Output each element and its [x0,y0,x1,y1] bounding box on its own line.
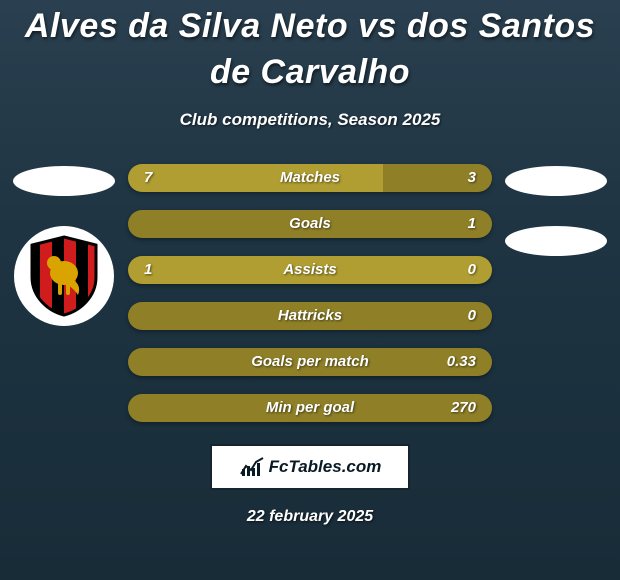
brand-text: FcTables.com [269,457,382,477]
left-side-column [8,164,120,326]
bar-value-right: 3 [468,164,476,192]
brand-box: FcTables.com [210,444,410,490]
bar-label: Assists [128,256,492,284]
stat-bars: Matches73Goals1Assists10Hattricks0Goals … [120,164,500,422]
shield-icon [28,235,100,317]
bar-value-right: 0 [468,302,476,330]
stat-bar: Min per goal270 [128,394,492,422]
bar-label: Hattricks [128,302,492,330]
club-badge-left [14,226,114,326]
bar-value-right: 0.33 [447,348,476,376]
stat-bar: Goals1 [128,210,492,238]
chart-icon [239,456,265,478]
bar-label: Goals per match [128,348,492,376]
main-row: Matches73Goals1Assists10Hattricks0Goals … [0,164,620,422]
subtitle: Club competitions, Season 2025 [0,110,620,130]
player-left-photo-placeholder [13,166,115,196]
page-title: Alves da Silva Neto vs dos Santos de Car… [0,4,620,96]
bar-value-left: 1 [144,256,152,284]
stat-bar: Hattricks0 [128,302,492,330]
bar-value-right: 270 [451,394,476,422]
stat-bar: Matches7 3 [128,164,492,192]
stat-bar: Goals per match0.33 [128,348,492,376]
bar-label: Goals [128,210,492,238]
stat-bar: Assists1 0 [128,256,492,284]
bar-label: Matches [128,164,492,192]
content: Alves da Silva Neto vs dos Santos de Car… [0,0,620,580]
club-badge-right-placeholder [505,226,607,256]
player-right-photo-placeholder [505,166,607,196]
bar-value-right: 1 [468,210,476,238]
bar-label: Min per goal [128,394,492,422]
date-label: 22 february 2025 [0,508,620,526]
bar-value-left: 7 [144,164,152,192]
right-side-column [500,164,612,256]
bar-value-right: 0 [468,256,476,284]
